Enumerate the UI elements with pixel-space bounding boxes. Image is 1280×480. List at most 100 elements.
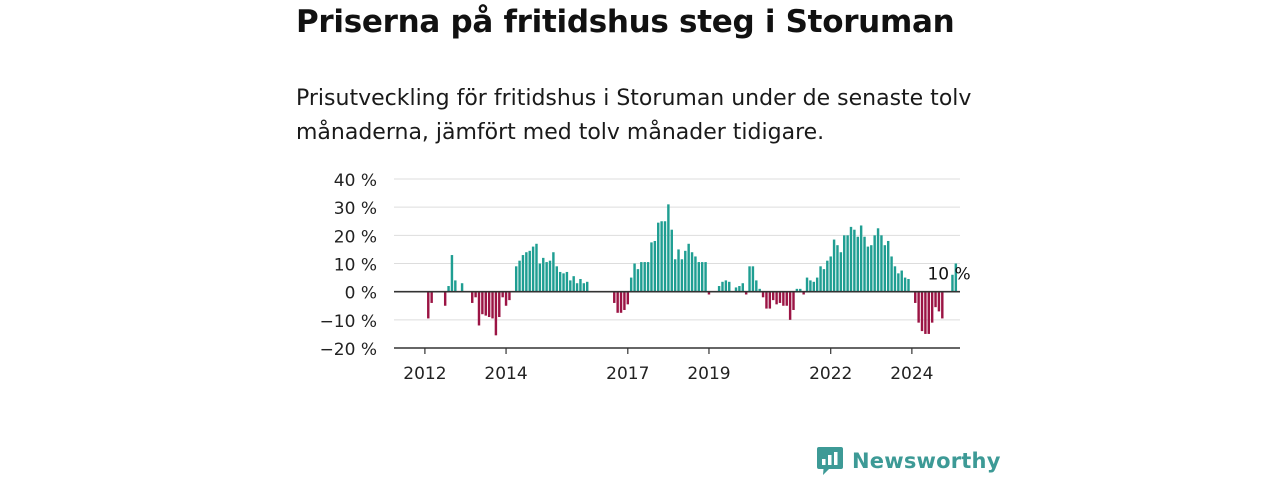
bar <box>626 291 630 305</box>
bar <box>937 291 941 312</box>
bar <box>920 291 924 332</box>
bar <box>839 252 843 292</box>
chart-title: Priserna på fritidshus steg i Storuman <box>296 4 955 40</box>
chart-subtitle: Prisutveckling för fritidshus i Storuman… <box>296 86 972 145</box>
bar <box>721 281 724 292</box>
bar <box>728 281 731 292</box>
bar <box>819 266 822 292</box>
bar <box>514 266 518 292</box>
bar <box>619 291 623 313</box>
bar <box>799 288 802 292</box>
bar <box>562 273 565 292</box>
bar <box>474 291 477 298</box>
bar <box>501 291 504 298</box>
y-tick-label: 40 % <box>334 171 377 191</box>
x-tick-label: 2019 <box>687 364 730 384</box>
bar <box>572 276 575 292</box>
bar <box>792 291 795 310</box>
bar <box>670 229 673 292</box>
bar <box>758 288 761 292</box>
brand-name: Newsworthy <box>852 449 1001 473</box>
bar <box>917 291 920 323</box>
bar <box>575 283 579 292</box>
bar <box>565 271 569 292</box>
bar <box>785 291 788 306</box>
bar <box>829 256 832 292</box>
bar <box>832 239 836 292</box>
bar <box>741 283 744 292</box>
bar <box>880 235 883 292</box>
bar <box>954 263 958 292</box>
bar <box>542 257 545 292</box>
bar <box>734 287 738 292</box>
bar <box>498 291 501 318</box>
bar <box>487 291 491 318</box>
y-tick-label: −20 % <box>320 340 377 360</box>
bar <box>643 262 646 292</box>
bar <box>815 277 819 292</box>
bar <box>460 283 464 292</box>
bar <box>443 291 447 306</box>
bar <box>772 291 775 301</box>
bar <box>765 291 768 309</box>
bar <box>481 291 484 315</box>
bar <box>636 269 640 292</box>
bar <box>897 273 900 292</box>
bar <box>907 278 910 292</box>
bar <box>748 266 751 292</box>
bar <box>893 266 897 292</box>
bar <box>471 291 474 303</box>
bar <box>849 226 853 292</box>
bar <box>586 281 589 292</box>
bar <box>650 242 653 292</box>
bar <box>707 291 711 295</box>
bar <box>863 236 866 292</box>
bar <box>924 291 927 334</box>
bar <box>667 204 670 292</box>
x-tick-label: 2022 <box>809 364 852 384</box>
y-tick-label: 30 % <box>334 199 377 219</box>
bar <box>640 262 643 292</box>
bar <box>690 252 694 292</box>
bar <box>427 291 430 319</box>
bar <box>778 291 782 303</box>
bar <box>555 266 558 292</box>
bar <box>951 274 954 292</box>
bar <box>548 260 552 292</box>
bar <box>903 277 907 292</box>
bar <box>633 263 636 292</box>
bar <box>761 291 765 298</box>
bar <box>809 280 812 292</box>
bar <box>859 225 863 292</box>
bar <box>582 283 586 292</box>
y-tick-label: 0 % <box>345 284 377 304</box>
bar <box>494 291 498 336</box>
bar <box>802 291 805 295</box>
bar <box>856 236 859 292</box>
bar <box>826 260 829 292</box>
bar <box>775 291 778 305</box>
bar <box>738 286 741 292</box>
bar <box>528 250 531 292</box>
last-value-annotation: 10 % <box>927 265 970 285</box>
bar <box>684 250 687 292</box>
bar <box>629 277 633 292</box>
bar <box>890 256 893 292</box>
bar <box>646 262 650 292</box>
bar-chart: 40 %30 %20 %10 %0 %−10 %−20 % 2012 2014 20… <box>320 171 971 384</box>
bar <box>870 245 873 292</box>
bar <box>914 291 917 303</box>
bar <box>491 291 494 319</box>
x-tick-label: 2012 <box>403 364 446 384</box>
bar <box>782 291 785 306</box>
bar <box>805 277 809 292</box>
bar <box>768 291 772 309</box>
bar <box>876 228 880 292</box>
bar <box>704 262 707 292</box>
bar <box>812 281 816 292</box>
bar <box>883 245 887 292</box>
bar <box>454 280 457 292</box>
bar <box>531 246 535 292</box>
bar <box>941 291 944 319</box>
bar <box>836 245 839 292</box>
